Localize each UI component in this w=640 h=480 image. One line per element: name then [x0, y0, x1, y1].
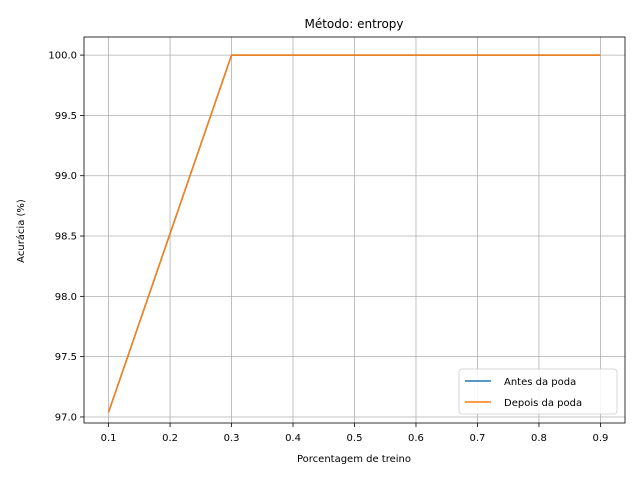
series-line-2 — [107, 54, 601, 413]
y-axis-title: Acurácia (%) — [15, 199, 27, 263]
x-tick-label: 0.1 — [101, 433, 117, 444]
grid-lines — [84, 37, 625, 423]
plot-area: 0.1 0.2 0.3 0.4 0.5 0.6 0.7 0.8 0.9 97.0 97.5 98.0… — [48, 36, 626, 444]
legend-label: Antes da poda — [504, 377, 576, 388]
x-tick-label: 0.9 — [592, 433, 608, 444]
y-tick-label: 98.0 — [55, 292, 77, 303]
legend-label: Depois da poda — [504, 398, 582, 409]
chart-title: Método: entropy — [304, 17, 403, 31]
y-tick-label: 97.0 — [55, 412, 77, 423]
y-tick-label: 98.5 — [55, 232, 77, 243]
x-tick-label: 0.8 — [531, 433, 547, 444]
y-tick-label: 97.5 — [55, 352, 77, 363]
x-tick-label: 0.2 — [162, 433, 178, 444]
x-tick-label: 0.5 — [347, 433, 363, 444]
y-tick-label: 99.5 — [55, 111, 77, 122]
x-tick-label: 0.6 — [408, 433, 424, 444]
x-axis-ticks: 0.1 0.2 0.3 0.4 0.5 0.6 0.7 0.8 0.9 — [101, 423, 608, 444]
x-axis-title: Porcentagem de treino — [297, 454, 411, 465]
x-tick-label: 0.7 — [470, 433, 486, 444]
legend-box — [458, 368, 618, 415]
y-axis-ticks: 97.0 97.5 98.0 98.5 99.0 99.5 100.0 — [48, 51, 84, 423]
legend: Antes da poda Depois da poda — [458, 368, 618, 415]
series-lines — [107, 54, 601, 413]
x-tick-label: 0.4 — [285, 433, 301, 444]
y-tick-label: 99.0 — [55, 171, 77, 182]
x-tick-label: 0.3 — [224, 433, 240, 444]
y-tick-label: 100.0 — [48, 51, 77, 62]
